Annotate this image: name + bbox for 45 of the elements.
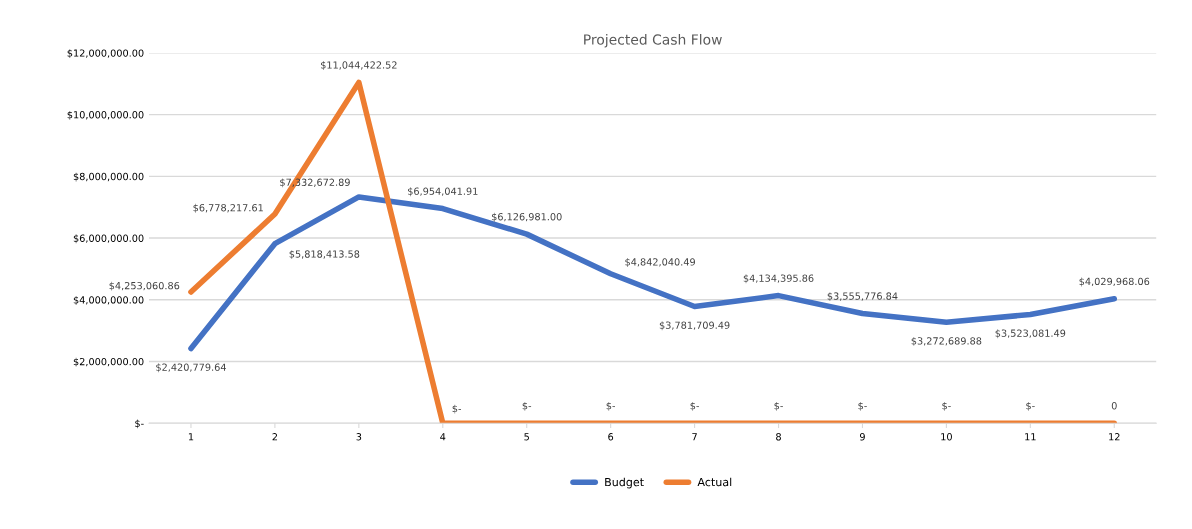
y-tick-label: $2,000,000.00 [73, 357, 144, 367]
x-tick-label: 3 [356, 433, 362, 441]
data-label: $- [774, 401, 783, 411]
y-tick-label: $4,000,000.00 [73, 296, 144, 305]
y-tick-label: $- [135, 419, 144, 429]
x-tick-label: 6 [608, 433, 614, 441]
data-label: $- [1026, 401, 1035, 411]
data-label: $4,029,968.06 [1079, 277, 1150, 287]
data-label: $- [606, 401, 616, 411]
legend-label: Budget [605, 477, 644, 489]
y-tick-label: $10,000,000.00 [67, 110, 144, 120]
x-tick-label: 12 [1109, 433, 1120, 441]
data-label: $3,523,081.49 [995, 329, 1066, 339]
data-label: $3,781,709.49 [659, 321, 730, 331]
x-tick-label: 4 [440, 433, 446, 441]
x-tick-label: 10 [941, 433, 952, 441]
y-tick-label: $12,000,000.00 [67, 49, 144, 59]
data-label: $4,842,040.49 [625, 258, 695, 267]
data-label: $- [858, 401, 867, 411]
data-label: $5,818,413.58 [289, 250, 360, 259]
x-tick-label: 2 [272, 433, 278, 441]
x-tick-label: 1 [188, 433, 194, 441]
data-label: $6,778,217.61 [193, 203, 263, 213]
y-tick-label: $8,000,000.00 [73, 172, 144, 182]
data-label: 0 [1111, 402, 1117, 410]
data-label: $3,272,689.88 [911, 337, 982, 346]
data-label: $4,134,395.86 [743, 274, 814, 284]
x-tick-label: 9 [859, 433, 865, 441]
legend-label: Actual [697, 477, 732, 487]
x-tick-label: 8 [776, 433, 781, 441]
y-tick-label: $6,000,000.00 [73, 234, 144, 244]
data-label: $2,420,779.64 [156, 363, 226, 373]
data-label: $- [452, 404, 462, 414]
x-tick-label: 11 [1025, 433, 1036, 441]
data-label: $- [942, 401, 951, 411]
x-tick-label: 5 [524, 433, 529, 441]
x-tick-label: 7 [692, 433, 697, 441]
data-label: $4,253,060.86 [109, 281, 180, 291]
data-label: $6,954,041.91 [408, 187, 478, 197]
data-label: $6,126,981.00 [491, 212, 562, 222]
data-label: $- [522, 401, 532, 411]
data-label: $- [690, 401, 699, 411]
data-label: $11,044,422.52 [320, 61, 397, 70]
chart-title: Projected Cash Flow [584, 34, 722, 48]
data-label: $3,555,776.84 [827, 292, 898, 302]
